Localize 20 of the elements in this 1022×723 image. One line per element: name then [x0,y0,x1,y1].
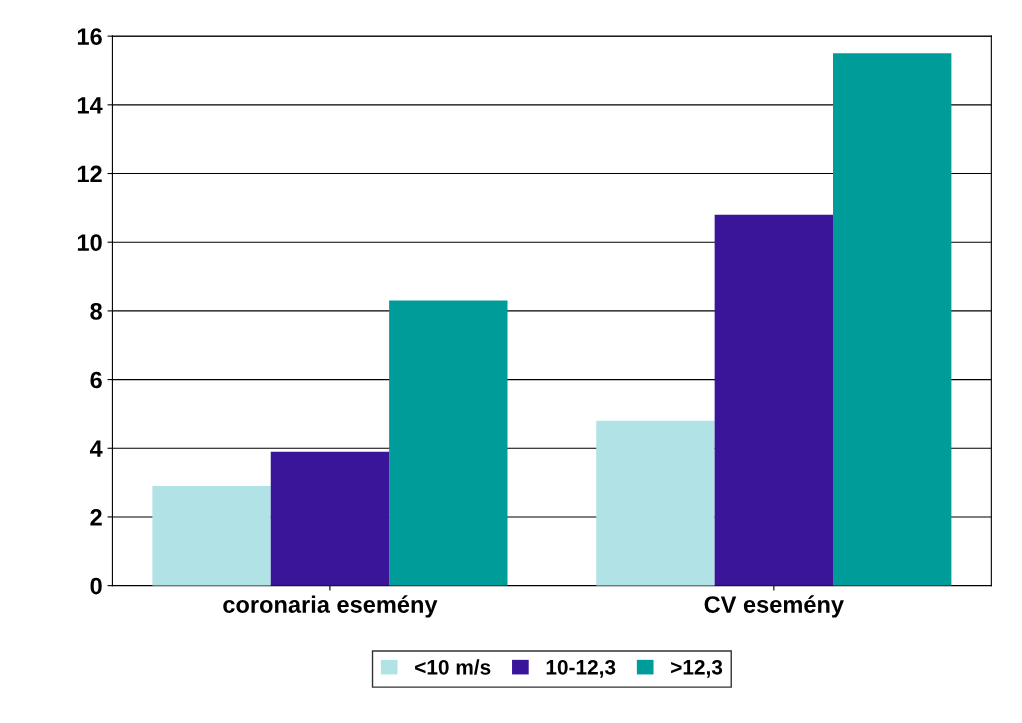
y-tick-label: 8 [90,302,102,320]
y-tick-label: 2 [90,509,102,526]
bar [714,214,834,586]
y-tick-label: 12 [77,165,102,183]
y-tick-label: 0 [90,577,102,595]
bar [270,451,390,586]
y-tick-label: 10 [77,234,102,251]
y-tick-label: 14 [77,97,103,114]
bar [152,486,271,586]
x-tick-label: coronaria esemény [223,595,438,618]
legend-label: 10-12,3 [546,659,616,678]
legend-label: >12,3 [671,659,723,678]
bar [833,53,952,586]
y-tick-label: 4 [89,440,103,457]
bar [389,300,508,586]
x-tick-label: CV esemény [704,595,844,618]
legend-label: <10 m/s [415,659,491,675]
bar [596,420,715,586]
y-tick-label: 6 [90,371,102,389]
y-tick-label: 16 [77,28,102,45]
